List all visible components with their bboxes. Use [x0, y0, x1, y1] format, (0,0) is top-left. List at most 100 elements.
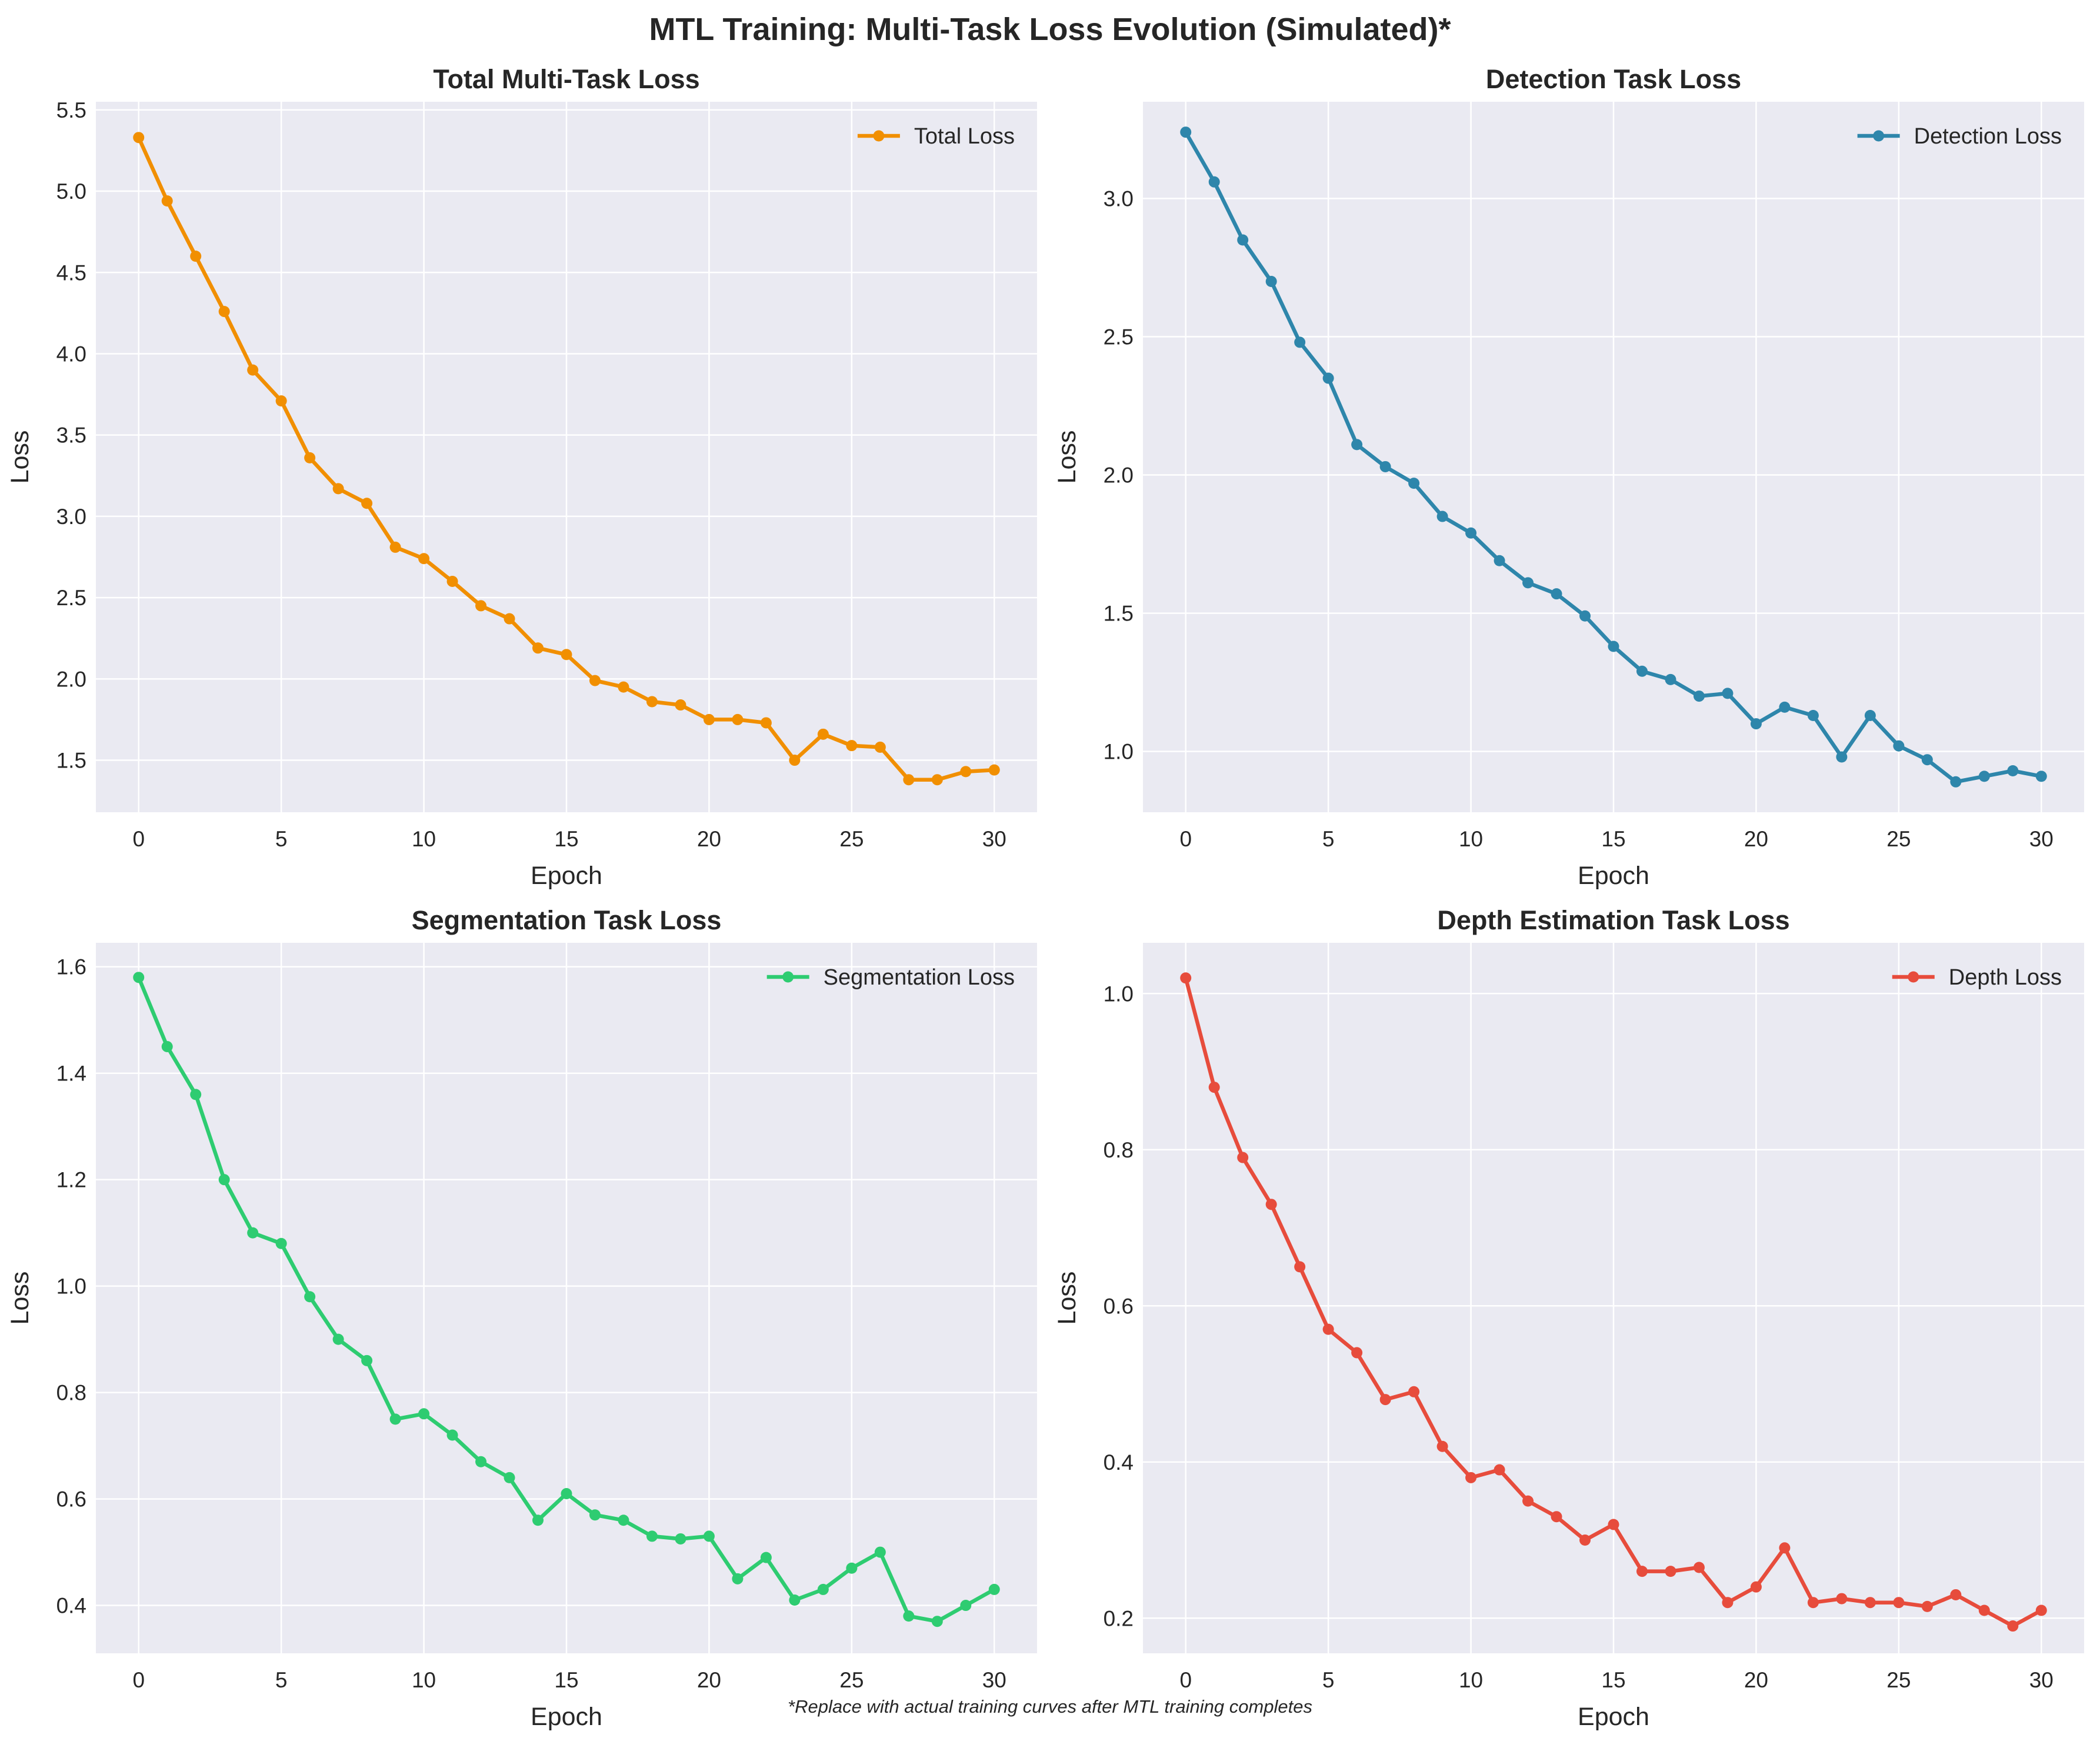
data-point [618, 1515, 629, 1526]
y-tick-label: 0.2 [1104, 1606, 1134, 1630]
subplot-0: 0 5 10 15 20 25 30 1.5 2.0 2.5 3.0 3.5 4.0 4.5 5.0 5.5 T… [6, 64, 1037, 890]
data-point [247, 364, 259, 376]
data-point [960, 1600, 972, 1612]
y-tick-label: 4.5 [56, 261, 86, 285]
data-point [561, 1488, 572, 1500]
y-tick-label: 5.5 [56, 98, 86, 122]
data-point [1351, 1347, 1363, 1359]
data-point [675, 699, 686, 711]
subplot-title: Detection Task Loss [1486, 64, 1741, 94]
data-point [618, 681, 629, 693]
y-axis-label: Loss [1053, 431, 1081, 484]
data-point [218, 306, 230, 318]
data-point [646, 696, 658, 708]
data-point [1379, 1394, 1391, 1406]
y-tick-label: 2.0 [1104, 463, 1134, 488]
data-point [589, 675, 601, 686]
y-tick-label: 1.4 [56, 1062, 86, 1086]
data-point [161, 1040, 173, 1052]
y-tick-label: 5.0 [56, 179, 86, 204]
data-point [1579, 610, 1591, 622]
data-point [789, 1594, 801, 1606]
data-point [1950, 1589, 1962, 1600]
data-point [817, 728, 829, 740]
data-point [1522, 577, 1534, 589]
y-axis-label: Loss [1053, 1272, 1081, 1325]
data-point [389, 1413, 401, 1425]
subplot-title: Segmentation Task Loss [412, 905, 722, 935]
data-point [675, 1533, 686, 1544]
data-point [1322, 1323, 1334, 1335]
data-point [1722, 1597, 1734, 1609]
data-point [988, 1583, 1000, 1595]
data-point [161, 195, 173, 207]
y-tick-label: 3.0 [1104, 187, 1134, 211]
data-point [1551, 588, 1562, 600]
legend-marker [873, 130, 885, 142]
x-tick-label: 20 [1744, 827, 1768, 851]
data-point [1978, 770, 1990, 782]
x-tick-label: 5 [275, 1668, 288, 1692]
data-point [389, 541, 401, 553]
data-point [1408, 1386, 1420, 1397]
x-tick-label: 5 [1322, 1668, 1335, 1692]
data-point [133, 972, 145, 983]
y-tick-label: 4.0 [56, 342, 86, 366]
x-tick-label: 0 [132, 827, 145, 851]
data-point [561, 649, 572, 660]
data-point [1351, 439, 1363, 451]
data-point [332, 483, 344, 495]
x-tick-label: 10 [412, 1668, 436, 1692]
data-point [1722, 688, 1734, 699]
data-point [218, 1174, 230, 1186]
data-point [988, 764, 1000, 776]
legend-marker [782, 971, 794, 983]
data-point [361, 1355, 373, 1366]
data-point [1465, 527, 1477, 539]
figure-title: MTL Training: Multi-Task Loss Evolution … [649, 12, 1451, 47]
data-point [2007, 765, 2019, 776]
y-tick-label: 0.8 [56, 1381, 86, 1405]
data-point [646, 1530, 658, 1542]
data-point [732, 713, 744, 725]
data-point [1921, 1600, 1933, 1612]
x-tick-label: 30 [982, 827, 1006, 851]
data-point [332, 1333, 344, 1345]
data-point [2035, 1604, 2047, 1616]
data-point [1208, 1082, 1220, 1093]
data-point [1436, 511, 1448, 522]
data-point [1579, 1534, 1591, 1546]
data-point [1322, 372, 1334, 384]
data-point [1180, 972, 1192, 984]
x-tick-label: 0 [1179, 1668, 1192, 1692]
y-tick-label: 1.2 [56, 1168, 86, 1192]
y-tick-label: 0.6 [1104, 1294, 1134, 1318]
x-tick-label: 10 [1459, 1668, 1483, 1692]
data-point [1208, 176, 1220, 188]
y-tick-label: 1.6 [56, 955, 86, 979]
x-tick-label: 25 [839, 827, 864, 851]
y-tick-label: 1.0 [1104, 982, 1134, 1006]
y-tick-label: 1.0 [1104, 740, 1134, 764]
data-point [589, 1509, 601, 1521]
y-tick-label: 3.5 [56, 423, 86, 448]
y-axis-label: Loss [6, 431, 34, 484]
data-point [247, 1227, 259, 1239]
data-point [418, 553, 430, 565]
legend-marker [1908, 971, 1919, 983]
data-point [475, 1456, 487, 1467]
data-point [2007, 1620, 2019, 1632]
data-point [1807, 1597, 1819, 1609]
subplot-1: 0 5 10 15 20 25 30 1.0 1.5 2.0 2.5 3.0 Detection Tas… [1053, 64, 2084, 890]
subplot-grid: 0 5 10 15 20 25 30 1.5 2.0 2.5 3.0 3.5 4.0 4.5 5.0 5.5 T… [6, 64, 2084, 1731]
data-point [1294, 1261, 1306, 1273]
data-point [760, 1552, 772, 1563]
data-point [1921, 754, 1933, 766]
data-point [903, 1610, 915, 1622]
data-point [1436, 1440, 1448, 1452]
data-point [1779, 701, 1791, 713]
data-point [1237, 234, 1249, 246]
data-point [275, 395, 287, 407]
x-axis-label: Epoch [531, 1703, 602, 1731]
